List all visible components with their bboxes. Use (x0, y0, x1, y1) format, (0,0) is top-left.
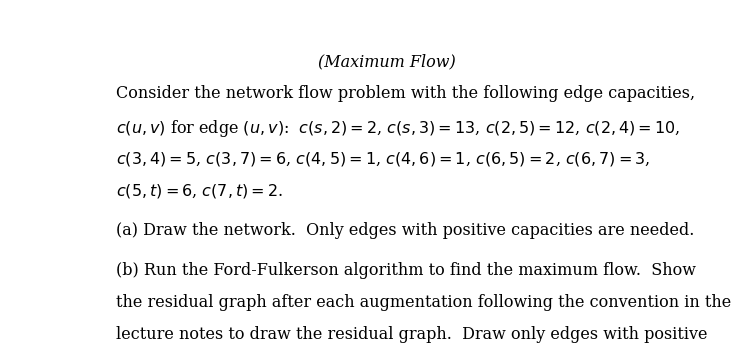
Text: (b) Run the Ford-Fulkerson algorithm to find the maximum flow.  Show: (b) Run the Ford-Fulkerson algorithm to … (116, 262, 697, 279)
Text: Consider the network flow problem with the following edge capacities,: Consider the network flow problem with t… (116, 85, 696, 102)
Text: (Maximum Flow): (Maximum Flow) (317, 54, 455, 71)
Text: lecture notes to draw the residual graph.  Draw only edges with positive: lecture notes to draw the residual graph… (116, 326, 708, 344)
Text: $c(u, v)$ for edge $(u, v)$:  $c(s, 2) = 2$, $c(s, 3) = 13$, $c(2, 5) = 12$, $c(: $c(u, v)$ for edge $(u, v)$: $c(s, 2) = … (116, 117, 681, 138)
Text: (a) Draw the network.  Only edges with positive capacities are needed.: (a) Draw the network. Only edges with po… (116, 222, 695, 239)
Text: $c(5, t) = 6$, $c(7, t) = 2$.: $c(5, t) = 6$, $c(7, t) = 2$. (116, 182, 284, 200)
Text: $c(3, 4) = 5$, $c(3, 7) = 6$, $c(4, 5) = 1$, $c(4, 6) = 1$, $c(6, 5) = 2$, $c(6,: $c(3, 4) = 5$, $c(3, 7) = 6$, $c(4, 5) =… (116, 150, 651, 168)
Text: the residual graph after each augmentation following the convention in the: the residual graph after each augmentati… (116, 294, 731, 311)
